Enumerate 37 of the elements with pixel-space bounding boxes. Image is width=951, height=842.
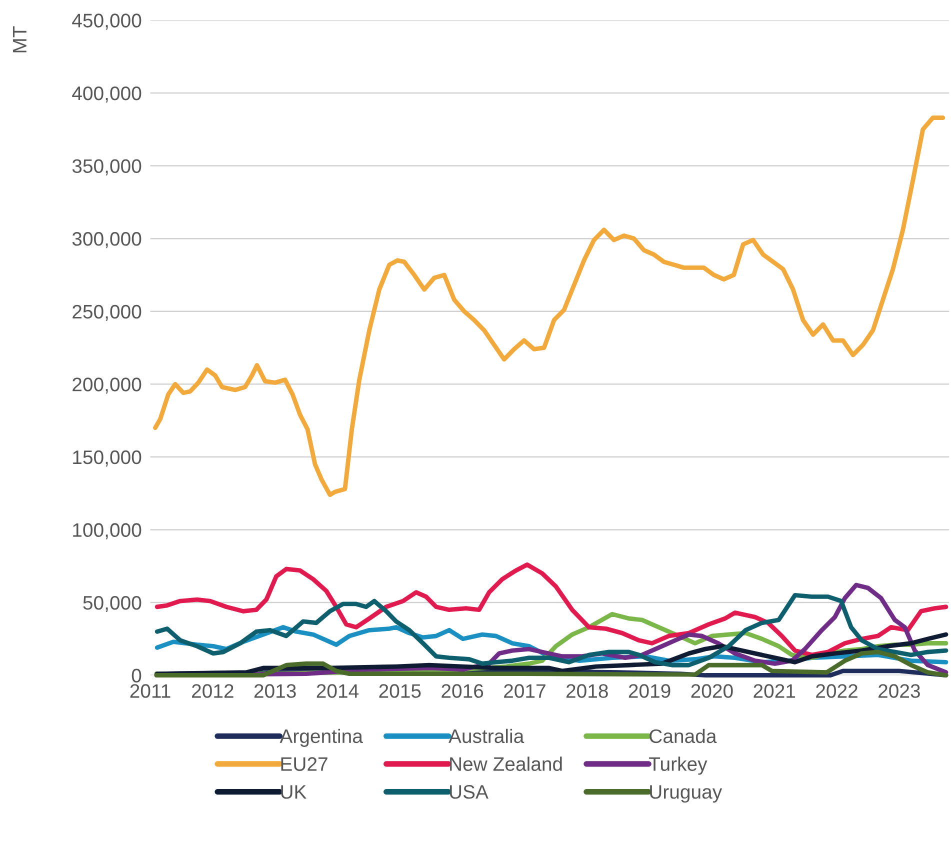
y-tick-label: 250,000	[72, 304, 142, 321]
x-tick-label: 2013	[254, 684, 296, 698]
legend-label: Turkey	[649, 756, 708, 775]
y-tick-label: 100,000	[73, 523, 142, 540]
line-series	[154, 650, 948, 678]
y-tick-label: 0	[132, 668, 142, 683]
y-axis-title: MT	[13, 26, 26, 52]
legend-label: Argentina	[280, 728, 363, 747]
y-tick-label: 50,000	[83, 596, 142, 612]
legend-label: New Zealand	[450, 756, 562, 771]
x-tick-label: 2020	[691, 684, 733, 698]
line-series	[154, 592, 948, 668]
y-tick-label: 150,000	[73, 450, 142, 466]
legend-label: Australia	[448, 728, 524, 744]
line-series	[154, 562, 948, 658]
legend-label: Uruguay	[650, 785, 722, 803]
x-tick-label: 2016	[442, 684, 484, 698]
x-tick-label: 2015	[379, 684, 421, 698]
x-tick-label: 2011	[130, 684, 170, 698]
legend-label: EU27	[281, 757, 328, 771]
y-tick-label: 350,000	[72, 159, 142, 176]
x-tick-label: 2014	[316, 684, 359, 698]
x-tick-label: 2022	[816, 684, 858, 698]
x-tick-label: 2019	[628, 684, 670, 698]
x-tick-label: 2017	[504, 684, 546, 698]
x-tick-label: 2021	[754, 684, 796, 698]
y-tick-label: 450,000	[72, 14, 142, 30]
legend-label: USA	[450, 785, 488, 799]
x-tick-label: 2012	[192, 684, 234, 698]
legend-label: Canada	[650, 728, 717, 744]
line-series	[153, 116, 946, 497]
y-tick-label: 300,000	[72, 232, 142, 248]
x-tick-label: 2023	[878, 684, 920, 698]
y-tick-label: 200,000	[72, 378, 142, 394]
y-tick-label: 400,000	[72, 86, 142, 103]
x-tick-label: 2018	[566, 684, 608, 698]
legend-label: UK	[281, 785, 306, 799]
